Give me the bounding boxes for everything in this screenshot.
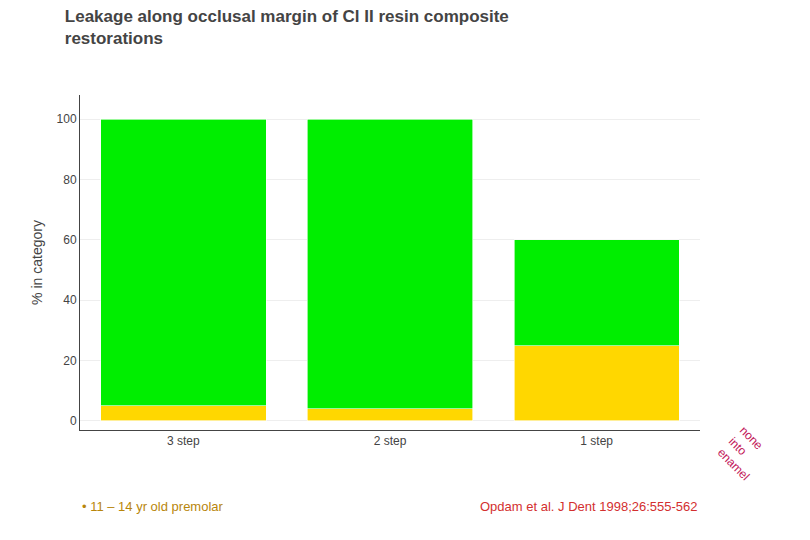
svg-text:20: 20 (63, 354, 77, 368)
svg-text:Opdam et al. J Dent 1998;26:55: Opdam et al. J Dent 1998;26:555-562 (480, 499, 698, 514)
svg-text:3 step: 3 step (167, 434, 200, 448)
svg-text:Leakage along occlusal margin: Leakage along occlusal margin of Cl II r… (65, 7, 509, 48)
svg-text:1 step: 1 step (580, 434, 613, 448)
svg-text:100: 100 (57, 112, 77, 126)
svg-text:60: 60 (63, 233, 77, 247)
svg-text:% in category: % in category (29, 220, 45, 305)
svg-text:0: 0 (70, 414, 77, 428)
svg-text:• 11 – 14 yr old premolar: • 11 – 14 yr old premolar (82, 499, 224, 514)
svg-text:2 step: 2 step (374, 434, 407, 448)
svg-text:80: 80 (63, 173, 77, 187)
svg-text:noneintoenamel: noneintoenamel (715, 423, 775, 483)
svg-text:40: 40 (63, 293, 77, 307)
